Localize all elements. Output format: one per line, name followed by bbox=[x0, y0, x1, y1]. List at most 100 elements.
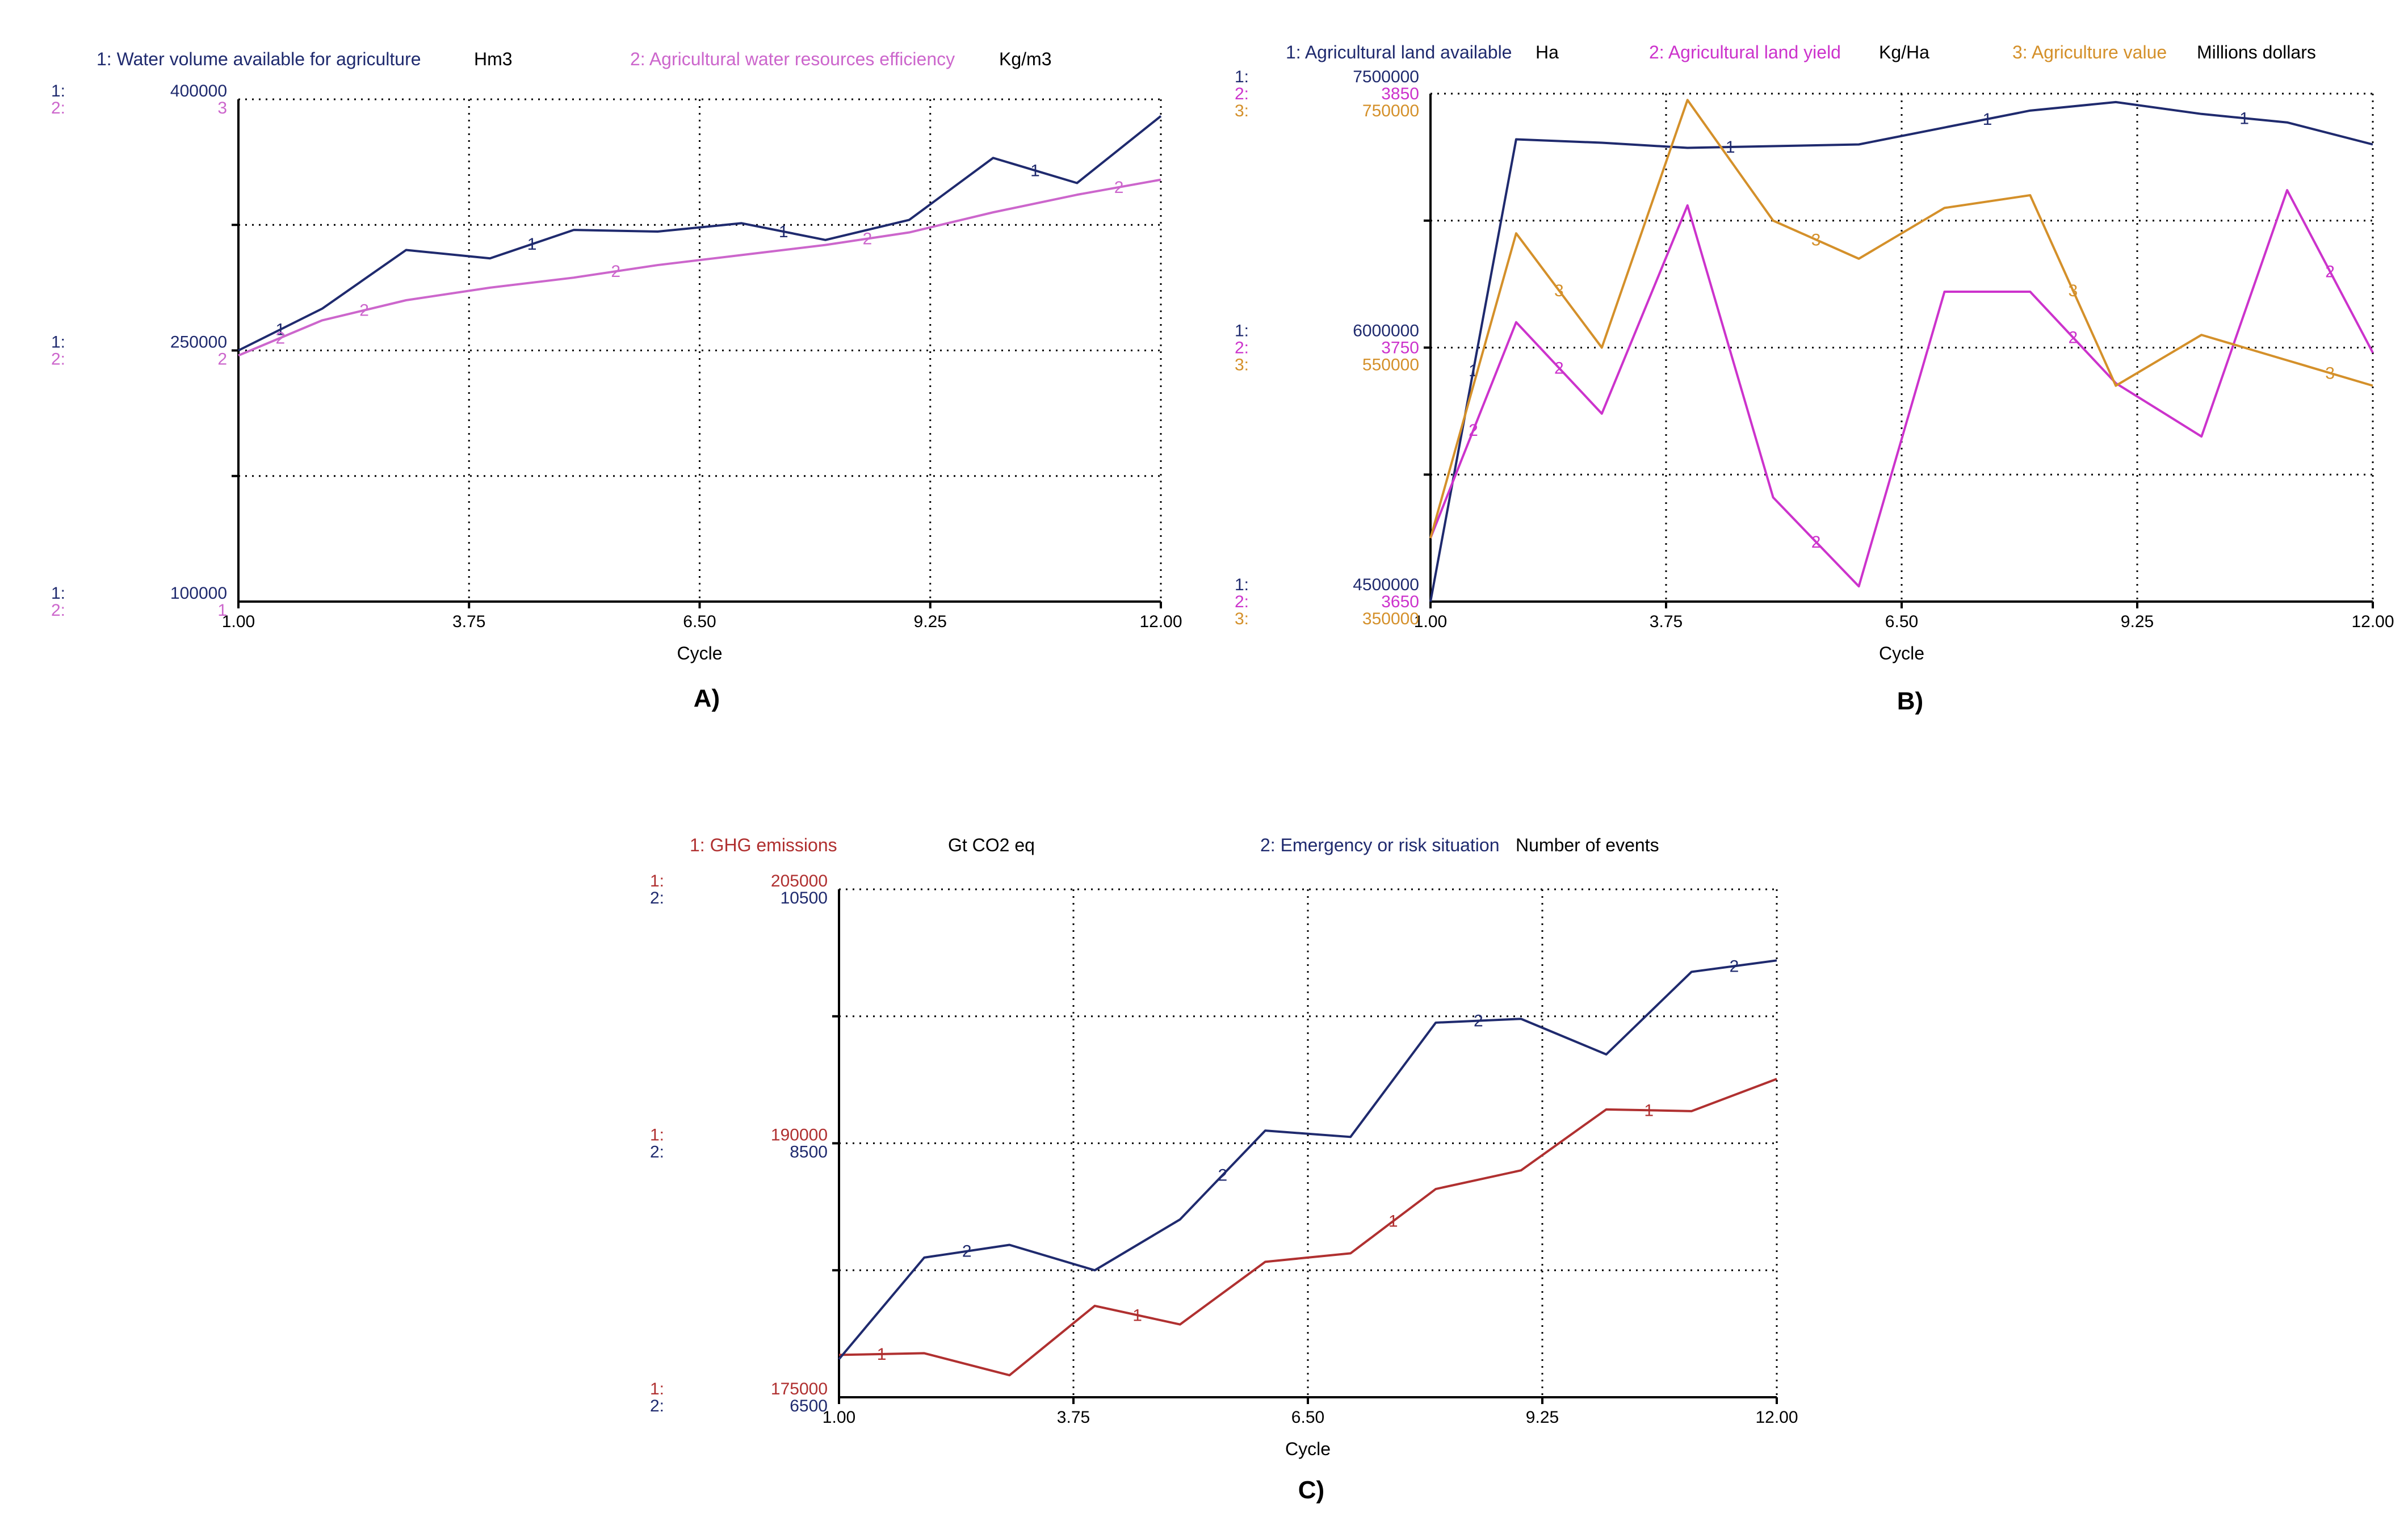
series-marker-label: 2 bbox=[1811, 533, 1821, 552]
gridlines bbox=[238, 98, 1162, 602]
y-axis-value-label: 2 bbox=[217, 350, 227, 369]
panel-label: B) bbox=[1897, 687, 1923, 715]
y-axis-series-id: 3: bbox=[1235, 610, 1249, 628]
x-axis-label: Cycle bbox=[677, 643, 722, 663]
series-2: 2 2 2 2 2 bbox=[1429, 189, 2374, 588]
series-marker-label: 3 bbox=[2325, 364, 2335, 383]
y-axis-value-label: 190000 bbox=[771, 1126, 828, 1145]
legend-series-unit: Kg/m3 bbox=[999, 49, 1051, 69]
series-marker-label: 3 bbox=[2068, 281, 2078, 300]
series-marker-label: 2 bbox=[276, 329, 286, 347]
x-tick-label: 12.00 bbox=[2351, 612, 2394, 631]
legend-series-name: 1: GHG emissions bbox=[690, 835, 837, 855]
series-marker-label: 1 bbox=[1983, 110, 1992, 129]
x-tick-label: 3.75 bbox=[452, 612, 485, 631]
series-line bbox=[1429, 189, 2374, 588]
series-line bbox=[238, 178, 1161, 357]
y-axis-series-id: 3: bbox=[1235, 356, 1249, 375]
y-axis-series-id: 2: bbox=[1235, 592, 1249, 611]
series-marker-label: 1 bbox=[1726, 138, 1735, 157]
y-axis-value-label: 205000 bbox=[771, 872, 828, 890]
x-tick-label: 3.75 bbox=[1650, 612, 1683, 631]
series-marker-label: 1 bbox=[877, 1345, 887, 1364]
legend-series-name: 2: Agricultural land yield bbox=[1649, 42, 1841, 62]
y-axis-series-id: 2: bbox=[650, 1397, 664, 1415]
series-line bbox=[238, 115, 1162, 352]
x-tick-label: 9.25 bbox=[1526, 1408, 1559, 1427]
legend-series-name: 2: Emergency or risk situation bbox=[1260, 835, 1500, 855]
y-axis-value-label: 350000 bbox=[1362, 610, 1419, 628]
legend-series-unit: Number of events bbox=[1516, 835, 1659, 855]
x-tick-label: 12.00 bbox=[1755, 1408, 1798, 1427]
x-tick-label: 6.50 bbox=[1291, 1408, 1324, 1427]
y-axis-series-id: 1: bbox=[51, 333, 65, 352]
series-marker-label: 2 bbox=[1554, 359, 1564, 377]
x-axis-label: Cycle bbox=[1879, 643, 1924, 663]
y-axis-value-label: 3650 bbox=[1381, 592, 1419, 611]
series-marker-label: 1 bbox=[1388, 1212, 1398, 1231]
y-axis-value-label: 7500000 bbox=[1353, 68, 1419, 86]
x-tick-label: 1.00 bbox=[1414, 612, 1447, 631]
x-tick-label: 6.50 bbox=[1885, 612, 1918, 631]
series-marker-label: 3 bbox=[1811, 230, 1821, 249]
series-marker-label: 2 bbox=[962, 1242, 972, 1261]
y-axis-value-label: 3 bbox=[217, 99, 227, 117]
y-axis-series-id: 2: bbox=[51, 99, 65, 117]
y-axis-series-id: 2: bbox=[650, 889, 664, 907]
y-axis-series-id: 2: bbox=[51, 601, 65, 620]
y-axis-value-label: 175000 bbox=[771, 1380, 828, 1398]
y-axis-value-label: 6000000 bbox=[1353, 322, 1419, 341]
x-tick-label: 1.00 bbox=[823, 1408, 855, 1427]
series-marker-label: 1 bbox=[1644, 1101, 1654, 1120]
x-tick-label: 3.75 bbox=[1057, 1408, 1090, 1427]
gridlines bbox=[839, 888, 1778, 1397]
y-axis-series-id: 1: bbox=[51, 82, 65, 100]
legend-series-unit: Gt CO2 eq bbox=[948, 835, 1035, 855]
series-marker-label: 1 bbox=[1132, 1306, 1142, 1325]
y-axis-series-id: 1: bbox=[650, 872, 664, 890]
y-axis-value-label: 250000 bbox=[170, 333, 227, 352]
series-marker-label: 2 bbox=[611, 262, 620, 281]
y-axis-series-id: 1: bbox=[51, 584, 65, 603]
x-tick-label: 1.00 bbox=[222, 612, 255, 631]
legend-series-unit: Ha bbox=[1536, 42, 1559, 62]
y-axis-value-label: 4500000 bbox=[1353, 575, 1419, 594]
y-axis-series-id: 2: bbox=[1235, 339, 1249, 358]
legend-series-name: 3: Agriculture value bbox=[2012, 42, 2167, 62]
gridlines bbox=[1430, 93, 2374, 602]
y-axis-series-id: 1: bbox=[1235, 68, 1249, 86]
chart-panel-a: 1.00 3.75 6.50 9.25 12.00 Cycle A) 1: Water vol… bbox=[51, 49, 1182, 712]
legend-series-unit: Millions dollars bbox=[2197, 42, 2316, 62]
y-axis-series-id: 2: bbox=[650, 1143, 664, 1162]
series-marker-label: 2 bbox=[1469, 421, 1478, 440]
series-marker-label: 2 bbox=[1218, 1166, 1227, 1184]
series-marker-label: 2 bbox=[1114, 178, 1124, 197]
legend-series-name: 2: Agricultural water resources efficien… bbox=[630, 49, 955, 69]
y-axis-value-label: 100000 bbox=[170, 584, 227, 603]
series-marker-label: 1 bbox=[779, 222, 788, 241]
series-marker-label: 2 bbox=[2325, 262, 2335, 281]
series-marker-label: 2 bbox=[359, 301, 369, 320]
y-axis-series-id: 2: bbox=[1235, 85, 1249, 103]
legend-series-name: 1: Agricultural land available bbox=[1286, 42, 1512, 62]
chart-panel-b: 1.00 3.75 6.50 9.25 12.00 Cycle B) 1: Agricultu… bbox=[1235, 42, 2394, 715]
y-axis-series-id: 2: bbox=[51, 350, 65, 369]
x-tick-label: 9.25 bbox=[2121, 612, 2154, 631]
series-2: 2 2 2 2 2 bbox=[238, 178, 1161, 357]
series-marker-label: 2 bbox=[1730, 957, 1739, 976]
series-marker-label: 2 bbox=[1474, 1012, 1483, 1031]
y-axis-series-id: 1: bbox=[650, 1380, 664, 1398]
y-axis-value-label: 550000 bbox=[1362, 356, 1419, 375]
legend-series-name: 1: Water volume available for agricultur… bbox=[97, 49, 421, 69]
x-tick-label: 12.00 bbox=[1139, 612, 1182, 631]
series-line bbox=[1429, 100, 2373, 602]
series-marker-label: 2 bbox=[863, 230, 872, 249]
series-3: 3 3 3 3 bbox=[1429, 99, 2373, 539]
series-1: 1 1 1 1 bbox=[838, 1078, 1777, 1377]
y-axis-series-id: 1: bbox=[1235, 575, 1249, 594]
legend-series-unit: Hm3 bbox=[474, 49, 513, 69]
series-line bbox=[1429, 99, 2373, 539]
